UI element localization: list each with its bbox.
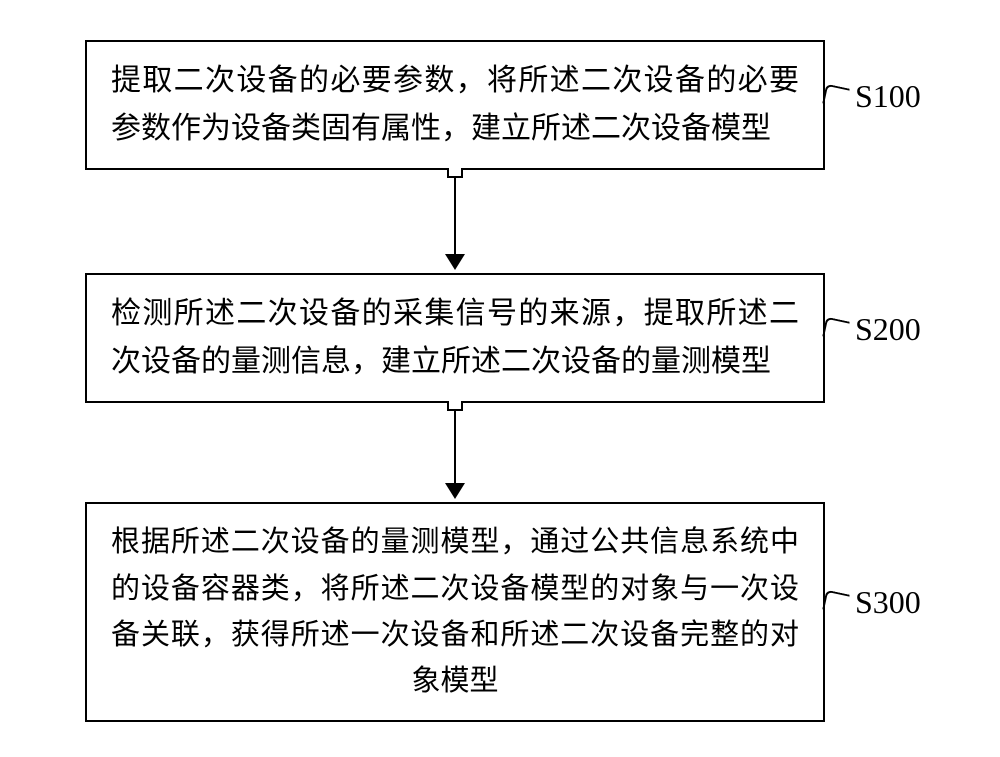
connector-notch bbox=[447, 168, 463, 178]
flowchart-canvas: 提取二次设备的必要参数，将所述二次设备的必要参数作为设备类固有属性，建立所述二次… bbox=[0, 0, 1000, 757]
connector-arrowhead bbox=[445, 483, 465, 499]
step-text-s300: 根据所述二次设备的量测模型，通过公共信息系统中的设备容器类，将所述二次设备模型的… bbox=[111, 519, 799, 705]
step-box-s100: 提取二次设备的必要参数，将所述二次设备的必要参数作为设备类固有属性，建立所述二次… bbox=[85, 40, 825, 170]
step-label-s300: S300 bbox=[855, 584, 921, 621]
connector-s100-s200 bbox=[445, 170, 465, 270]
step-text-s100: 提取二次设备的必要参数，将所述二次设备的必要参数作为设备类固有属性，建立所述二次… bbox=[111, 57, 799, 153]
step-label-s100: S100 bbox=[855, 78, 921, 115]
connector-line bbox=[454, 178, 456, 254]
connector-notch bbox=[447, 401, 463, 411]
step-text-s200: 检测所述二次设备的采集信号的来源，提取所述二次设备的量测信息，建立所述二次设备的… bbox=[111, 290, 799, 386]
connector-s200-s300 bbox=[445, 403, 465, 499]
step-label-s200: S200 bbox=[855, 311, 921, 348]
connector-arrowhead bbox=[445, 254, 465, 270]
label-tick-s100 bbox=[822, 84, 850, 109]
connector-line bbox=[454, 411, 456, 483]
label-tick-s200 bbox=[822, 317, 850, 342]
step-box-s300: 根据所述二次设备的量测模型，通过公共信息系统中的设备容器类，将所述二次设备模型的… bbox=[85, 502, 825, 722]
label-tick-s300 bbox=[822, 590, 850, 615]
step-box-s200: 检测所述二次设备的采集信号的来源，提取所述二次设备的量测信息，建立所述二次设备的… bbox=[85, 273, 825, 403]
